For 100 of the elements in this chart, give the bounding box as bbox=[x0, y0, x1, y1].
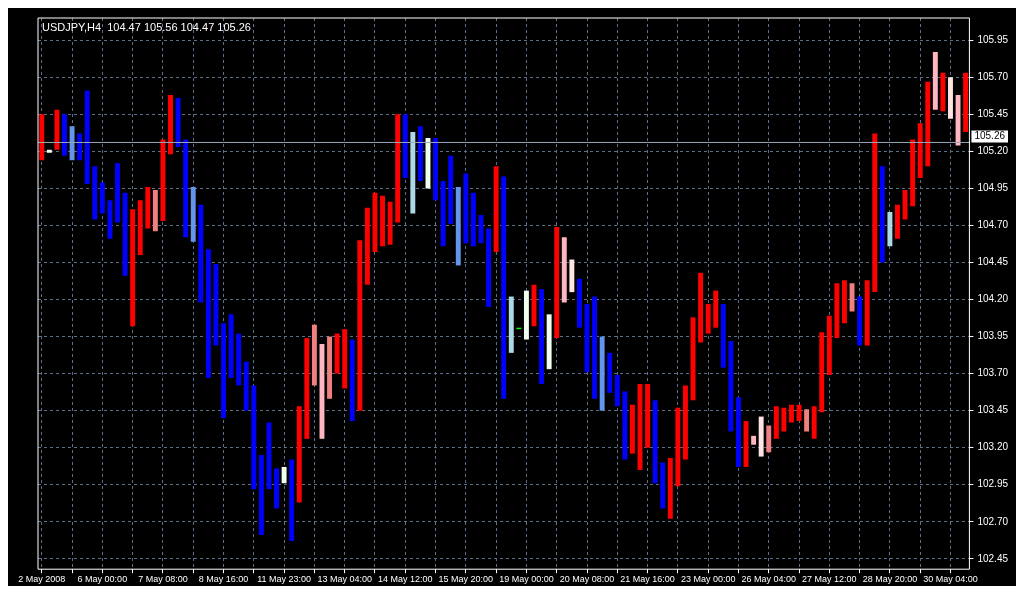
y-tick-label: 103.20 bbox=[977, 441, 1009, 453]
y-tick-label: 104.20 bbox=[977, 293, 1009, 305]
y-tick-label: 104.45 bbox=[977, 256, 1009, 268]
bar bbox=[463, 173, 469, 244]
bar bbox=[486, 228, 492, 307]
bar bbox=[667, 458, 673, 519]
bar bbox=[789, 404, 794, 423]
bar bbox=[622, 391, 628, 460]
bar bbox=[145, 186, 151, 229]
bar bbox=[660, 462, 666, 509]
bar bbox=[417, 126, 423, 181]
x-tick-label: 7 May 08:00 bbox=[138, 574, 188, 585]
bar bbox=[652, 400, 658, 484]
y-tick-label: 102.45 bbox=[977, 552, 1009, 564]
bar bbox=[213, 263, 219, 346]
bar bbox=[705, 303, 711, 334]
x-tick-label: 14 May 12:00 bbox=[377, 574, 433, 585]
bar bbox=[46, 149, 52, 153]
bar bbox=[289, 459, 295, 542]
bar bbox=[910, 139, 916, 207]
bar bbox=[895, 204, 900, 239]
bar bbox=[501, 176, 507, 399]
bar bbox=[773, 406, 779, 439]
bar bbox=[592, 296, 598, 399]
y-tick-label: 102.95 bbox=[977, 478, 1009, 490]
bar bbox=[274, 468, 279, 509]
bar bbox=[682, 385, 688, 460]
x-tick-label: 20 May 08:00 bbox=[559, 574, 615, 585]
bar bbox=[99, 182, 105, 214]
bar bbox=[523, 290, 529, 340]
bar bbox=[569, 259, 575, 293]
y-tick-label: 105.20 bbox=[977, 145, 1009, 157]
bar bbox=[455, 186, 461, 266]
bar bbox=[84, 90, 90, 184]
bar bbox=[735, 397, 741, 467]
bar bbox=[39, 114, 45, 161]
bar bbox=[493, 166, 499, 253]
x-tick-label: 28 May 20:00 bbox=[862, 574, 918, 585]
bar bbox=[629, 404, 635, 454]
bar bbox=[713, 290, 719, 328]
bar bbox=[410, 132, 416, 214]
bar bbox=[940, 72, 946, 112]
bar bbox=[304, 338, 310, 439]
y-tick-label: 105.45 bbox=[977, 108, 1009, 120]
bar bbox=[183, 139, 189, 238]
bar bbox=[849, 283, 855, 312]
bar bbox=[258, 455, 264, 536]
bar bbox=[607, 352, 613, 393]
bar bbox=[546, 314, 552, 370]
bar bbox=[54, 109, 60, 150]
bar bbox=[236, 333, 242, 386]
chart-title: USDJPY,H4 104.47 105.56 104.47 105.26 bbox=[42, 20, 251, 33]
bar bbox=[168, 95, 173, 155]
bar bbox=[190, 186, 196, 242]
bar bbox=[349, 339, 355, 422]
bar bbox=[766, 425, 772, 453]
bar bbox=[387, 201, 393, 245]
bar bbox=[804, 409, 810, 432]
bar bbox=[864, 280, 870, 346]
x-tick-label: 15 May 20:00 bbox=[438, 574, 494, 585]
bar bbox=[266, 422, 272, 490]
bar bbox=[175, 98, 181, 147]
bar bbox=[925, 81, 931, 167]
bar bbox=[228, 314, 234, 379]
bar bbox=[842, 280, 847, 324]
bar bbox=[281, 466, 287, 484]
bar bbox=[448, 155, 454, 224]
bar bbox=[857, 296, 863, 346]
bar bbox=[539, 289, 545, 384]
y-tick-label: 104.95 bbox=[977, 182, 1009, 194]
y-tick-label: 104.70 bbox=[977, 219, 1009, 231]
bar bbox=[69, 126, 75, 161]
x-tick-label: 8 May 16:00 bbox=[198, 574, 249, 585]
bar bbox=[834, 283, 840, 339]
bar bbox=[948, 77, 953, 119]
bar bbox=[917, 123, 923, 179]
bar bbox=[433, 138, 439, 201]
bar bbox=[645, 383, 651, 448]
x-tick-label: 21 May 16:00 bbox=[620, 574, 675, 585]
bar bbox=[221, 323, 226, 419]
x-tick-label: 11 May 23:00 bbox=[257, 574, 312, 585]
bar bbox=[395, 114, 401, 223]
bar bbox=[963, 72, 969, 133]
bar bbox=[561, 237, 567, 303]
bar bbox=[62, 114, 67, 156]
bar bbox=[698, 272, 704, 343]
bar bbox=[311, 324, 317, 386]
bar bbox=[902, 189, 908, 220]
bar bbox=[357, 240, 363, 411]
bar bbox=[576, 278, 582, 328]
bar bbox=[811, 406, 817, 439]
x-tick-label: 2 May 2008 bbox=[18, 574, 66, 585]
bar bbox=[152, 189, 158, 232]
bar bbox=[198, 204, 204, 303]
bar bbox=[243, 361, 249, 411]
y-tick-label: 103.45 bbox=[977, 404, 1009, 416]
bar bbox=[728, 341, 734, 432]
bar bbox=[402, 114, 408, 179]
x-tick-label: 19 May 00:00 bbox=[499, 574, 554, 585]
bar bbox=[758, 416, 764, 457]
